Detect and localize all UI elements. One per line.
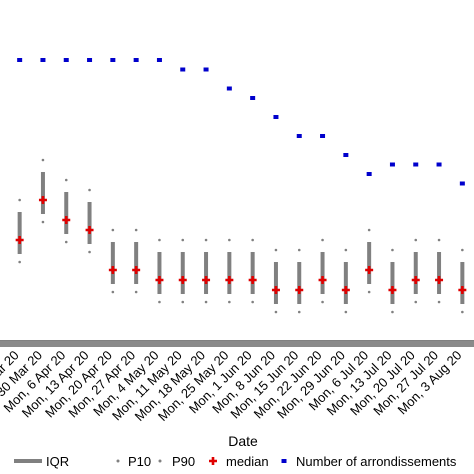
arrondissement-marker (389, 162, 395, 167)
arrondissement-marker (273, 115, 279, 119)
p10-point (228, 300, 231, 304)
legend-swatch-arrondissements (281, 459, 287, 463)
median-marker (411, 276, 420, 284)
legend-label: median (226, 454, 269, 469)
p90-point (321, 238, 324, 242)
median-marker (155, 276, 164, 284)
arrondissement-marker (87, 58, 93, 62)
arrondissement-marker (63, 58, 69, 62)
p10-point (274, 310, 278, 314)
arrondissement-marker (436, 162, 442, 167)
median-marker (435, 276, 444, 284)
median-marker (225, 276, 234, 284)
p90-point (274, 248, 278, 252)
p10-point (251, 300, 254, 304)
p10-point (414, 300, 418, 304)
legend-swatch-p10 (116, 459, 120, 463)
p10-point (437, 300, 441, 304)
legend-swatch-p90 (158, 459, 162, 463)
p90-point (367, 228, 371, 232)
p90-point (251, 238, 254, 242)
median-marker (295, 286, 304, 294)
arrondissement-marker (110, 58, 116, 62)
arrondissement-marker (296, 134, 302, 138)
arrondissement-marker (320, 134, 326, 138)
median-marker (318, 276, 327, 284)
p90-point (88, 188, 91, 192)
arrondissement-marker (40, 58, 46, 62)
arrondissement-marker (17, 58, 23, 62)
p90-point (344, 248, 348, 252)
p90-point (18, 198, 21, 202)
median-marker (271, 286, 280, 294)
arrondissement-marker (226, 86, 232, 91)
p90-point (134, 228, 138, 232)
median-marker (108, 266, 117, 274)
arrondissement-marker (459, 181, 465, 186)
p90-point (64, 178, 68, 182)
median-marker (365, 266, 374, 274)
x-axis-band (0, 341, 474, 347)
arrondissement-marker (180, 67, 186, 72)
legend-swatch-median (209, 457, 217, 465)
p10-point (64, 240, 68, 244)
p10-point (41, 220, 45, 224)
median-marker (388, 286, 397, 294)
arrondissement-marker (133, 58, 139, 62)
median-marker (38, 196, 47, 204)
arrondissement-marker (250, 96, 256, 100)
legend-label: Number of arrondissements (296, 454, 457, 469)
p90-point (461, 248, 464, 252)
p10-point (297, 310, 301, 314)
p10-point (344, 310, 348, 314)
arrondissement-marker (156, 58, 162, 62)
legend: IQR P10 P90 median Number of arrondissements (14, 454, 457, 469)
arrondissement-marker (343, 153, 349, 157)
legend-label: P10 (128, 454, 151, 469)
p10-point (158, 300, 161, 304)
median-marker (458, 286, 467, 294)
plot-area (15, 58, 467, 314)
p90-point (297, 248, 301, 252)
p90-point (437, 238, 441, 242)
p10-point (88, 250, 91, 254)
median-marker (341, 286, 350, 294)
p10-point (111, 290, 115, 294)
p10-point (204, 300, 208, 304)
arrondissement-marker (203, 67, 209, 72)
p90-point (414, 238, 418, 242)
p90-point (391, 248, 394, 252)
legend-label: IQR (46, 454, 69, 469)
p90-point (228, 238, 231, 242)
median-marker (85, 226, 94, 234)
median-marker (132, 266, 141, 274)
p10-point (391, 310, 394, 314)
p90-point (111, 228, 115, 232)
p90-point (204, 238, 208, 242)
p90-point (181, 238, 185, 242)
median-marker (62, 216, 71, 224)
arrondissement-marker (413, 162, 419, 167)
x-axis-title: Date (228, 433, 258, 449)
p90-point (41, 158, 45, 162)
p10-point (181, 300, 185, 304)
median-marker (15, 236, 24, 244)
median-marker (248, 276, 257, 284)
p10-point (367, 290, 371, 294)
legend-label: P90 (172, 454, 195, 469)
arrondissement-marker (366, 172, 372, 176)
median-marker (178, 276, 187, 284)
p10-point (461, 310, 464, 314)
p10-point (18, 260, 21, 264)
p10-point (321, 300, 324, 304)
p10-point (134, 290, 138, 294)
median-marker (202, 276, 211, 284)
p90-point (158, 238, 161, 242)
